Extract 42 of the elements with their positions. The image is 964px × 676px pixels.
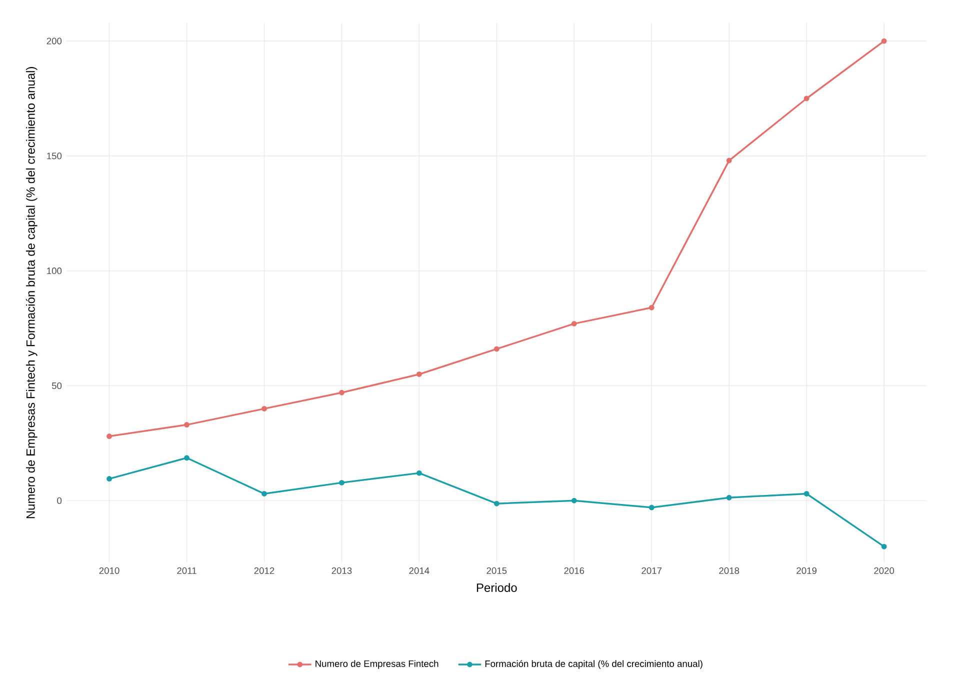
point (726, 494, 732, 500)
x-tick-label: 2019 (796, 567, 817, 574)
point (881, 38, 887, 44)
x-tick-label: 2011 (177, 567, 196, 574)
point (571, 498, 577, 504)
x-tick-label: 2016 (564, 567, 584, 574)
x-axis-title: Periodo (476, 583, 517, 592)
y-tick-label: 100 (47, 268, 62, 274)
point (338, 390, 344, 396)
x-tick-label: 2010 (99, 567, 120, 574)
point (804, 490, 810, 496)
point (494, 346, 500, 352)
point (106, 476, 112, 482)
point (262, 406, 267, 412)
point (648, 504, 654, 510)
point (494, 500, 500, 506)
x-tick-label: 2015 (486, 567, 507, 574)
legend-label: Numero de Empresas Fintech (316, 660, 438, 669)
point (804, 96, 810, 102)
y-tick-label: 0 (57, 497, 62, 504)
y-tick-label: 200 (46, 38, 62, 44)
point (262, 490, 267, 496)
point (571, 320, 577, 326)
point (416, 372, 422, 377)
x-tick-label: 2018 (719, 567, 740, 574)
point (648, 304, 654, 310)
x-tick-label: 2020 (874, 567, 894, 574)
x-tick-label: 2017 (642, 567, 662, 574)
legend-label: Formación bruta de capital (% del crecimiento anual) (485, 660, 702, 669)
y-tick-label: 150 (47, 152, 62, 160)
point (184, 455, 190, 461)
x-tick-label: 2012 (254, 567, 274, 574)
point (416, 470, 422, 476)
x-tick-label: 2014 (409, 567, 430, 574)
point (106, 434, 112, 440)
x-tick-label: 2013 (332, 567, 352, 574)
point (184, 422, 190, 428)
point (338, 480, 344, 486)
y-axis-title: Numero de Empresas Fintech y Formación bruta de capital (% del crecimiento anual) (26, 67, 38, 518)
point (726, 158, 732, 164)
point (881, 544, 887, 550)
y-tick-label: 50 (52, 382, 62, 390)
